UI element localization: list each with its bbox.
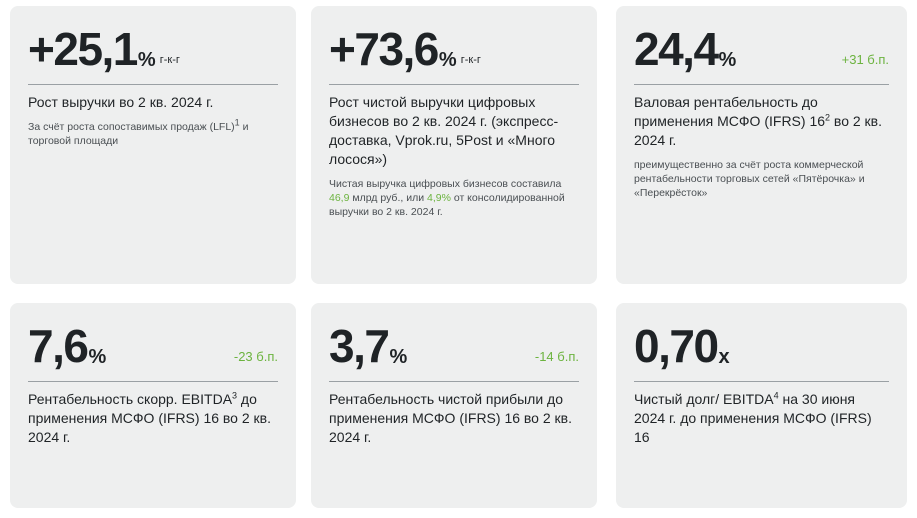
- metric-card-revenue-growth: +25,1 % г-к-г Рост выручки во 2 кв. 2024…: [10, 6, 296, 284]
- metric-card-ebitda-margin: 7,6 % -23 б.п. Рентабельность скорр. EBI…: [10, 303, 296, 508]
- metric-description: Рост выручки во 2 кв. 2024 г.: [28, 94, 214, 110]
- metric-row: 3,7 % -14 б.п.: [329, 317, 579, 369]
- metric-unit: x: [718, 346, 730, 368]
- metric-description: Чистый долг/ EBITDA4 на 30 июня 2024 г. …: [634, 390, 889, 447]
- metric-card-net-profit-margin: 3,7 % -14 б.п. Рентабельность чистой при…: [311, 303, 597, 508]
- metric-unit: %: [438, 49, 457, 71]
- metric-description: Рентабельность чистой прибыли до примене…: [329, 391, 572, 445]
- metric-row: +73,6 % г-к-г: [329, 20, 579, 72]
- metric-value: 3,7: [329, 320, 390, 372]
- divider: [634, 381, 889, 382]
- metric-unit: %: [389, 346, 408, 368]
- metric-suffix: г-к-г: [159, 54, 180, 66]
- metric-row: 7,6 % -23 б.п.: [28, 317, 278, 369]
- metric-value: +25,1: [28, 23, 138, 75]
- metric-row: +25,1 % г-к-г: [28, 20, 278, 72]
- delta-badge: -14 б.п.: [534, 349, 579, 364]
- divider: [634, 84, 889, 85]
- metric-value: 0,70: [634, 320, 719, 372]
- note-text: млрд руб., или: [349, 192, 427, 204]
- note-text: За счёт роста сопоставимых продаж (LFL): [28, 121, 235, 133]
- desc-text: Рентабельность скорр. EBITDA: [28, 391, 233, 407]
- delta-badge: +31 б.п.: [841, 52, 889, 67]
- divider: [28, 381, 278, 382]
- desc-text: Валовая рентабельность до применения МСФ…: [634, 94, 826, 129]
- metric-description: Рост чистой выручки цифровых бизнесов во…: [329, 94, 559, 167]
- metric-value: 7,6: [28, 320, 89, 372]
- metric-card-gross-margin: 24,4 % +31 б.п. Валовая рентабельность д…: [616, 6, 907, 284]
- highlight-value: 4,9%: [426, 192, 451, 204]
- metric-value: 24,4: [634, 23, 719, 75]
- footnote-marker: 1: [234, 117, 240, 128]
- highlight-value: 46,9: [329, 192, 350, 204]
- footnote-marker: 3: [232, 390, 238, 401]
- metric-unit: %: [718, 49, 737, 71]
- metric-suffix: г-к-г: [460, 54, 481, 66]
- metric-row: 0,70 x: [634, 317, 889, 369]
- metric-note: За счёт роста сопоставимых продаж (LFL)1…: [28, 117, 278, 148]
- note-text: Чистая выручка цифровых бизнесов состави…: [329, 178, 562, 190]
- metric-description: Рентабельность скорр. EBITDA3 до примене…: [28, 390, 278, 447]
- footnote-marker: 2: [825, 112, 831, 123]
- metric-card-net-debt-ebitda: 0,70 x Чистый долг/ EBITDA4 на 30 июня 2…: [616, 303, 907, 508]
- divider: [28, 84, 278, 85]
- metric-unit: %: [88, 346, 107, 368]
- metric-description: Валовая рентабельность до применения МСФ…: [634, 93, 889, 150]
- metric-note: Чистая выручка цифровых бизнесов состави…: [329, 177, 579, 219]
- note-text: и торговой площади: [28, 121, 249, 147]
- metric-note: преимущественно за счёт роста коммерческ…: [634, 159, 865, 199]
- desc-text: до применения МСФО (IFRS) 16 во 2 кв. 20…: [28, 391, 271, 445]
- desc-text: во 2 кв. 2024 г.: [634, 113, 883, 148]
- desc-text: на 30 июня 2024 г. до применения МСФО (I…: [634, 391, 872, 445]
- divider: [329, 84, 579, 85]
- metric-card-digital-revenue-growth: +73,6 % г-к-г Рост чистой выручки цифров…: [311, 6, 597, 284]
- desc-text: Чистый долг/ EBITDA: [634, 391, 774, 407]
- divider: [329, 381, 579, 382]
- note-text: от консолидированной выручки во 2 кв. 20…: [329, 192, 565, 218]
- metric-row: 24,4 % +31 б.п.: [634, 20, 889, 72]
- metric-unit: %: [137, 49, 156, 71]
- metric-value: +73,6: [329, 23, 439, 75]
- delta-badge: -23 б.п.: [233, 349, 278, 364]
- footnote-marker: 4: [773, 390, 779, 401]
